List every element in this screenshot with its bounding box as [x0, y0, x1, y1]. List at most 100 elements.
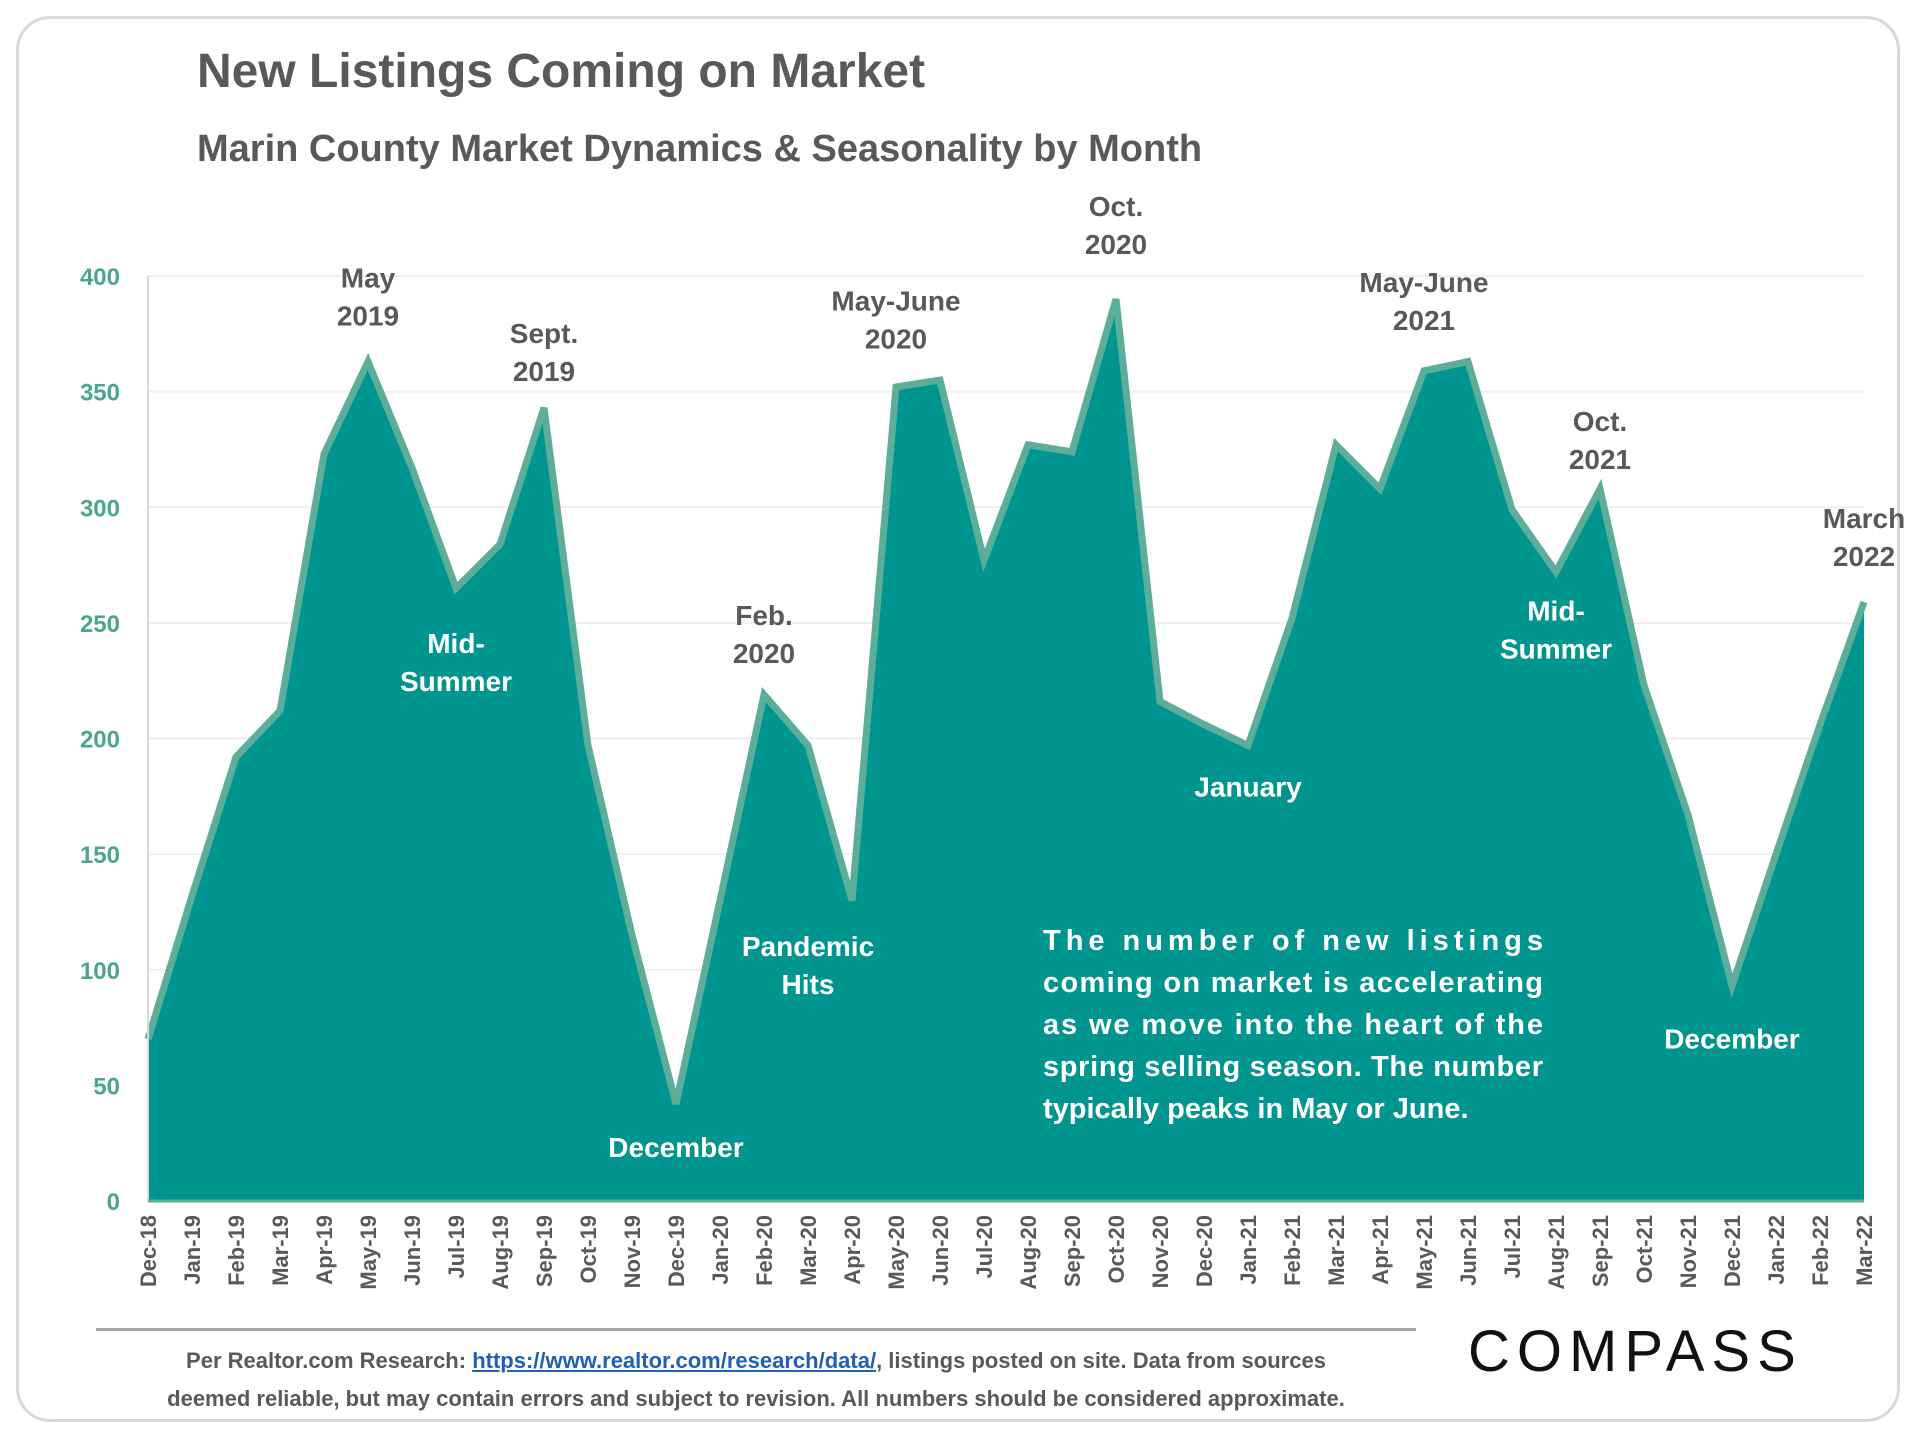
annotation-line: Sept.: [510, 318, 578, 349]
axes: 0 50 100 150 200 250 300 350 400 Dec-18 Jan-19 Feb-…: [80, 264, 1877, 1290]
annotation-line: 2019: [337, 301, 399, 332]
annotation-label: Mid- Summer: [1500, 596, 1612, 665]
x-tick-label: Apr-20: [840, 1215, 865, 1285]
data-point-Jun-19: [409, 465, 415, 471]
x-tick-label: Jan-21: [1236, 1215, 1261, 1285]
x-tick-label: Mar-19: [268, 1215, 293, 1286]
annotation-line: Hits: [782, 969, 835, 1000]
y-tick-label: 200: [80, 727, 120, 754]
x-tick-label: Feb-20: [752, 1215, 777, 1286]
x-tick-label: May-21: [1412, 1215, 1437, 1290]
annotation-line: March: [1823, 503, 1905, 534]
y-tick-label: 300: [80, 495, 120, 522]
annotation-label: Oct. 2020: [1085, 191, 1147, 260]
y-tick-label: 400: [80, 264, 120, 291]
data-point-Aug-21: [1553, 569, 1559, 575]
annotation-line: January: [1194, 771, 1302, 802]
footer-suffix: , listings posted on site. Data from sou…: [876, 1348, 1326, 1373]
data-point-Apr-21: [1377, 486, 1383, 492]
annotation-label: May-June 2021: [1359, 267, 1488, 336]
annotation-label: May-June 2020: [831, 286, 960, 355]
annotation-line: Oct.: [1089, 191, 1143, 222]
x-tick-label: Jan-19: [180, 1215, 205, 1285]
data-point-Jan-20: [717, 897, 723, 903]
annotation-label: Oct. 2021: [1569, 406, 1631, 475]
data-point-May-19: [365, 359, 371, 365]
annotation-line: 2021: [1569, 444, 1631, 475]
data-point-Sep-21: [1597, 486, 1603, 492]
data-point-Jan-21: [1245, 742, 1251, 748]
x-tick-label: Nov-20: [1148, 1215, 1173, 1288]
data-point-Feb-21: [1289, 615, 1295, 621]
annotation-line: 2021: [1393, 305, 1455, 336]
data-point-Feb-20: [761, 692, 767, 698]
data-point-Sep-20: [1069, 449, 1075, 455]
annotation-line: 2020: [865, 324, 927, 355]
data-point-Dec-21: [1729, 983, 1735, 989]
annotation-line: Oct.: [1573, 406, 1627, 437]
y-tick-label: 0: [107, 1189, 120, 1216]
data-point-Apr-20: [849, 897, 855, 903]
x-tick-label: Oct-20: [1104, 1215, 1129, 1283]
annotation-line: 2020: [733, 638, 795, 669]
data-point-Jan-22: [1773, 851, 1779, 857]
x-tick-label: Dec-21: [1720, 1215, 1745, 1287]
annotation-label: Pandemic Hits: [742, 931, 874, 1000]
y-tick-label: 100: [80, 958, 120, 985]
data-point-Feb-22: [1817, 722, 1823, 728]
footer-prefix: Per Realtor.com Research:: [186, 1348, 473, 1373]
annotation-line: Mid-: [427, 628, 485, 659]
data-point-Nov-21: [1685, 812, 1691, 818]
x-tick-label: Jul-21: [1500, 1215, 1525, 1279]
x-tick-label: Sep-20: [1060, 1215, 1085, 1287]
x-tick-label: Sep-21: [1588, 1215, 1613, 1287]
annotation-line: December: [1664, 1023, 1800, 1054]
data-point-May-21: [1421, 368, 1427, 374]
data-point-Mar-21: [1333, 442, 1339, 448]
source-link[interactable]: https://www.realtor.com/research/data/: [472, 1348, 877, 1373]
data-point-Dec-20: [1201, 722, 1207, 728]
x-tick-label: May-19: [356, 1215, 381, 1290]
compass-logo: COMPASS: [1468, 1319, 1803, 1384]
data-point-Nov-20: [1157, 699, 1163, 705]
data-point-Mar-19: [277, 708, 283, 714]
note-line: as we move into the heart of the: [1043, 1009, 1543, 1041]
annotation-line: May-June: [831, 286, 960, 317]
data-point-Oct-19: [585, 742, 591, 748]
x-tick-label: Jul-20: [972, 1215, 997, 1279]
note-line: coming on market is accelerating: [1043, 967, 1543, 999]
data-point-Mar-20: [805, 742, 811, 748]
x-tick-label: Dec-19: [664, 1215, 689, 1287]
annotation-line: Mid-: [1527, 596, 1585, 627]
x-tick-label: Aug-21: [1544, 1215, 1569, 1290]
x-tick-label: Apr-21: [1368, 1215, 1393, 1285]
chart-subtitle: Marin County Market Dynamics & Seasonali…: [197, 128, 1203, 170]
data-point-Oct-21: [1641, 682, 1647, 688]
chart-title: New Listings Coming on Market: [197, 45, 926, 98]
x-tick-label: Apr-19: [312, 1215, 337, 1285]
annotation-label: March 2022: [1823, 503, 1905, 572]
annotation-label: May 2019: [337, 263, 399, 332]
x-tick-label: Jul-19: [444, 1215, 469, 1279]
data-point-Nov-19: [629, 932, 635, 938]
y-tick-label: 350: [80, 380, 120, 407]
annotation-line: December: [608, 1132, 744, 1163]
annotation-line: 2022: [1833, 541, 1895, 572]
x-tick-label: Mar-21: [1324, 1215, 1349, 1286]
x-tick-label: Sep-19: [532, 1215, 557, 1287]
annotations: May 2019 Sept. 2019 Mid- Summer December Feb. 20…: [337, 191, 1905, 1163]
x-tick-label: Dec-20: [1192, 1215, 1217, 1287]
x-tick-label: Oct-19: [576, 1215, 601, 1283]
x-tick-label: Aug-20: [1016, 1215, 1041, 1290]
data-point-Mar-22: [1861, 599, 1867, 605]
x-tick-label: Nov-21: [1676, 1215, 1701, 1288]
x-tick-label: Oct-21: [1632, 1215, 1657, 1283]
y-tick-label: 50: [93, 1073, 120, 1100]
note-line: typically peaks in May or June.: [1043, 1093, 1469, 1125]
x-tick-label: Jun-20: [928, 1215, 953, 1286]
data-point-Apr-19: [321, 451, 327, 457]
annotation-line: May: [341, 263, 396, 294]
series-line: [144, 298, 1868, 1105]
annotation-label: Sept. 2019: [510, 318, 578, 387]
